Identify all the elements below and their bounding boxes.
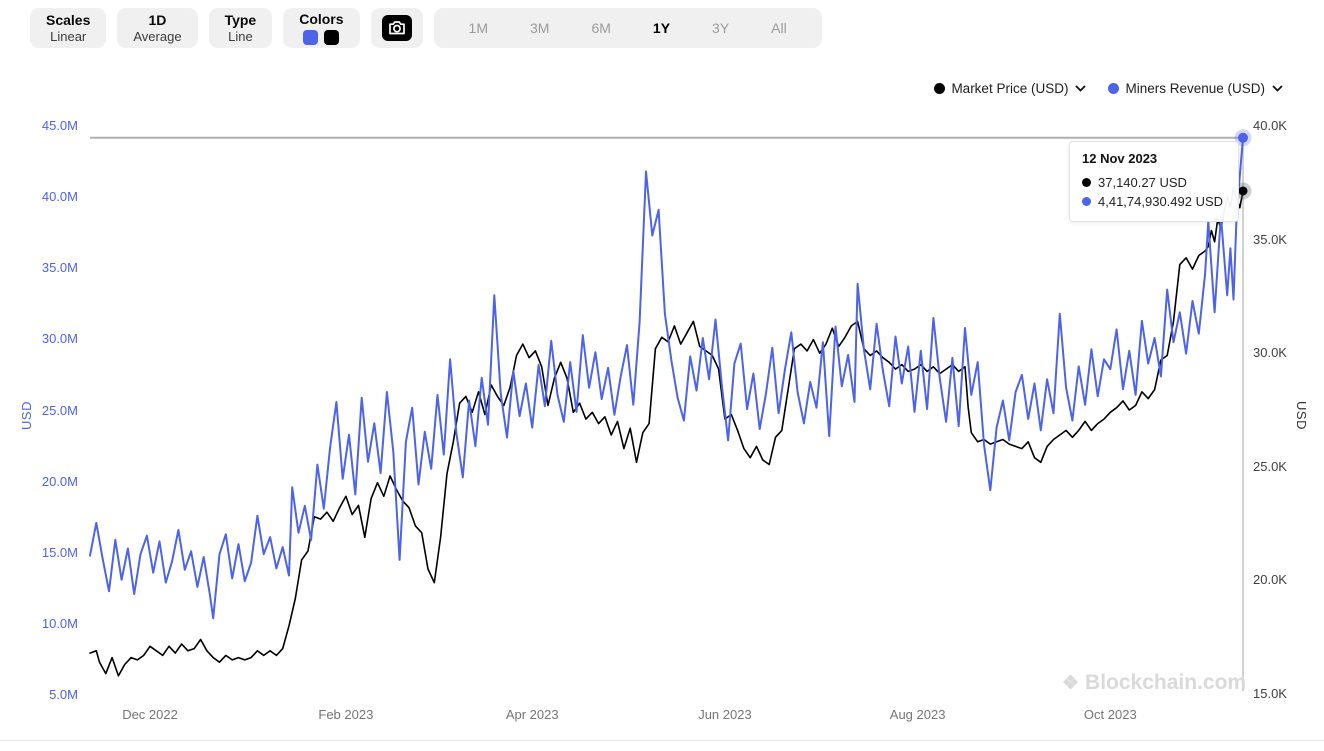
x-axis-tick: Apr 2023	[505, 707, 559, 722]
left-axis-title: USD	[18, 401, 34, 430]
tooltip-row-miners-revenue: 4,41,74,930.492 USD	[1082, 192, 1226, 211]
series-line-market-price-usd-	[89, 186, 1244, 677]
market-price-dot-icon	[934, 83, 946, 94]
type-button[interactable]: Type Line	[208, 8, 273, 48]
range-button-1y[interactable]: 1Y	[652, 20, 671, 36]
y-axis-tick-left: 30.0M	[41, 331, 78, 347]
colors-button[interactable]: Colors	[283, 8, 360, 48]
y-axis-tick-right: 30.0K	[1253, 345, 1287, 361]
y-axis-tick-left: 15.0M	[41, 544, 78, 560]
scales-button[interactable]: Scales Linear	[30, 8, 107, 48]
y-axis-tick-right: 35.0K	[1253, 231, 1287, 247]
range-button-3m[interactable]: 3M	[530, 20, 550, 36]
tooltip-value: 37,140.27 USD	[1098, 175, 1187, 190]
screenshot-button[interactable]	[370, 8, 423, 48]
type-title: Type	[224, 12, 257, 28]
chart-tooltip: 12 Nov 2023 37,140.27 USD 4,41,74,930.49…	[1069, 141, 1239, 222]
series-line-miners-revenue-usd-	[89, 136, 1244, 620]
interval-title: 1D	[148, 12, 167, 28]
y-axis-tick-left: 20.0M	[41, 473, 78, 489]
blue-color-swatch	[303, 30, 319, 45]
camera-icon	[381, 15, 412, 41]
miners-revenue-dot-icon	[1108, 83, 1120, 94]
range-button-3y[interactable]: 3Y	[712, 20, 730, 36]
miners-revenue-point	[1238, 132, 1248, 143]
colors-title: Colors	[299, 11, 344, 27]
x-axis-tick: Oct 2023	[1083, 707, 1137, 722]
y-axis-tick-left: 5.0M	[49, 687, 78, 702]
x-axis-tick: Jun 2023	[698, 707, 752, 722]
market-price-point	[1238, 186, 1248, 196]
y-axis-tick-right: 40.0K	[1253, 118, 1287, 133]
miners-revenue-dot-icon	[1082, 197, 1091, 206]
y-axis-tick-left: 10.0M	[41, 615, 78, 631]
y-axis-tick-right: 15.0K	[1253, 686, 1287, 701]
legend-label: Miners Revenue (USD)	[1125, 81, 1265, 96]
legend-item-market-price[interactable]: Market Price (USD)	[934, 81, 1087, 96]
chart-legend: Market Price (USD) Miners Revenue (USD)	[934, 81, 1283, 96]
chevron-down-icon	[1272, 85, 1283, 92]
range-button-6m[interactable]: 6M	[591, 20, 611, 36]
range-group: 1M 3M 6M 1Y 3Y All	[433, 8, 822, 48]
bottom-divider	[0, 740, 1324, 741]
interval-value: Average	[133, 29, 182, 44]
toolbar: Scales Linear 1D Average Type Line Color…	[30, 8, 822, 48]
watermark-text: Blockchain.com	[1085, 671, 1247, 694]
interval-button[interactable]: 1D Average	[117, 8, 198, 48]
type-value: Line	[228, 29, 253, 44]
right-axis-title: USD	[1294, 401, 1310, 430]
scales-title: Scales	[46, 12, 91, 28]
y-axis-tick-left: 45.0M	[41, 118, 78, 133]
x-axis-tick: Aug 2023	[889, 707, 946, 722]
y-axis-tick-left: 40.0M	[41, 189, 78, 205]
blockchain-watermark: ❖ Blockchain.com	[1062, 671, 1246, 695]
color-swatches	[303, 30, 340, 45]
range-button-all[interactable]: All	[771, 20, 787, 36]
tooltip-value: 4,41,74,930.492 USD	[1098, 194, 1224, 209]
x-axis-tick: Dec 2022	[122, 707, 178, 722]
blockchain-logo-icon: ❖	[1062, 672, 1080, 694]
y-axis-tick-right: 25.0K	[1253, 458, 1287, 474]
x-axis-tick: Feb 2023	[318, 707, 374, 722]
legend-label: Market Price (USD)	[951, 81, 1069, 96]
y-axis-tick-left: 25.0M	[41, 402, 78, 418]
chevron-down-icon	[1075, 85, 1087, 92]
legend-item-miners-revenue[interactable]: Miners Revenue (USD)	[1108, 81, 1283, 96]
black-color-swatch	[324, 30, 340, 45]
tooltip-row-market-price: 37,140.27 USD	[1082, 173, 1226, 192]
range-button-1m[interactable]: 1M	[468, 20, 488, 36]
tooltip-date: 12 Nov 2023	[1082, 151, 1158, 166]
market-price-dot-icon	[1082, 178, 1091, 187]
y-axis-tick-left: 35.0M	[41, 260, 78, 276]
y-axis-tick-right: 20.0K	[1253, 572, 1287, 588]
scales-value: Linear	[50, 29, 87, 44]
